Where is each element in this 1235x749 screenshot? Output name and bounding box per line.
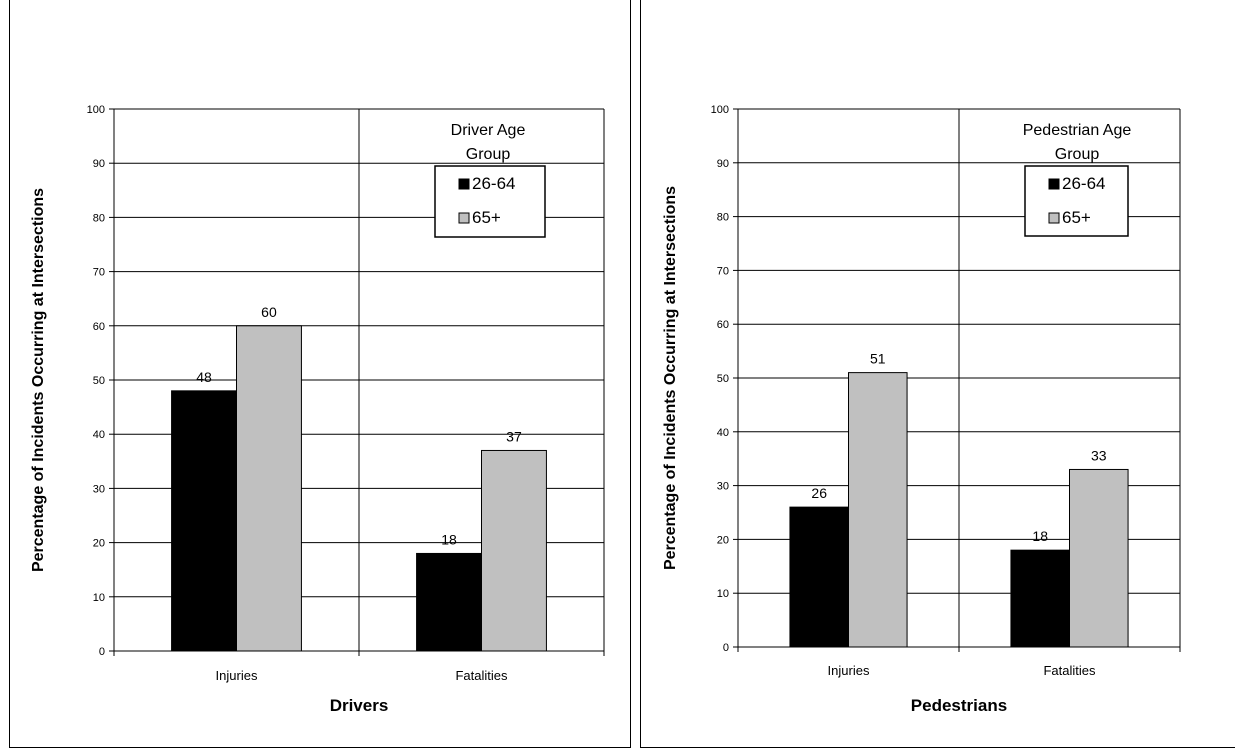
y-tick-label: 50 [717,373,729,385]
y-tick-label: 70 [717,265,729,277]
bar [1010,549,1070,648]
legend-title: Driver Age [451,122,526,139]
x-category-label: Injuries [216,668,258,683]
legend-box [434,165,546,238]
bar [1069,468,1129,648]
x-category-label: Fatalities [1043,663,1096,678]
data-label: 48 [196,369,212,385]
legend-swatch [1048,178,1060,190]
y-tick-label: 0 [723,642,729,654]
y-tick-label: 90 [717,158,729,170]
y-tick-label: 0 [99,646,105,658]
x-axis-title: Pedestrians [911,696,1007,715]
data-label: 51 [870,351,886,367]
y-tick-label: 90 [93,158,105,170]
data-label: 37 [506,428,522,444]
y-tick-label: 60 [93,321,105,333]
y-tick-label: 20 [717,534,729,546]
data-label: 18 [1032,528,1048,544]
y-tick-label: 40 [717,427,729,439]
y-tick-label: 10 [93,592,105,604]
pedestrians-bar-chart: 0 10 20 30 40 50 60 70 80 90 100 26 51 Injuries 18 33 Fa… [662,104,1181,715]
y-tick-label: 100 [711,104,729,116]
bar [848,372,908,648]
y-tick-label: 40 [93,429,105,441]
drivers-chart-panel: 0 10 20 30 40 50 60 70 80 90 100 48 60 Injuries 18 37 Fa… [9,0,631,748]
y-tick-label: 30 [717,481,729,493]
legend-label: 65+ [1062,208,1091,227]
legend-box [1024,165,1129,237]
data-label: 60 [261,304,277,320]
legend-title: Group [466,146,511,163]
bar [416,552,483,652]
y-tick-label: 10 [717,588,729,600]
x-category-label: Fatalities [455,668,508,683]
legend-title: Group [1055,146,1100,163]
legend-swatch [458,178,470,190]
y-tick-label: 60 [717,319,729,331]
y-axis-title: Percentage of Incidents Occurring at Int… [662,186,679,570]
legend-swatch [458,212,470,224]
bar [789,506,849,648]
data-label: 26 [811,485,827,501]
legend-label: 26-64 [472,174,515,193]
y-tick-label: 20 [93,538,105,550]
data-label: 33 [1091,447,1107,463]
y-axis-title: Percentage of Incidents Occurring at Int… [30,188,47,572]
legend-label: 65+ [472,208,501,227]
legend-label: 26-64 [1062,174,1105,193]
drivers-bar-chart: 0 10 20 30 40 50 60 70 80 90 100 48 60 Injuries 18 37 Fa… [30,104,605,715]
x-category-label: Injuries [828,663,870,678]
y-tick-label: 70 [93,267,105,279]
bar [481,449,547,652]
pedestrians-chart-panel: 0 10 20 30 40 50 60 70 80 90 100 26 51 Injuries 18 33 Fa… [640,0,1235,748]
y-tick-label: 80 [717,212,729,224]
y-tick-label: 50 [93,375,105,387]
legend-title: Pedestrian Age [1023,122,1132,139]
y-tick-label: 30 [93,483,105,495]
y-tick-label: 100 [87,104,105,116]
bar [236,325,302,652]
y-tick-label: 80 [93,212,105,224]
legend-swatch [1048,212,1060,224]
data-label: 18 [441,531,457,547]
bar [171,390,237,652]
x-axis-title: Drivers [330,696,389,715]
